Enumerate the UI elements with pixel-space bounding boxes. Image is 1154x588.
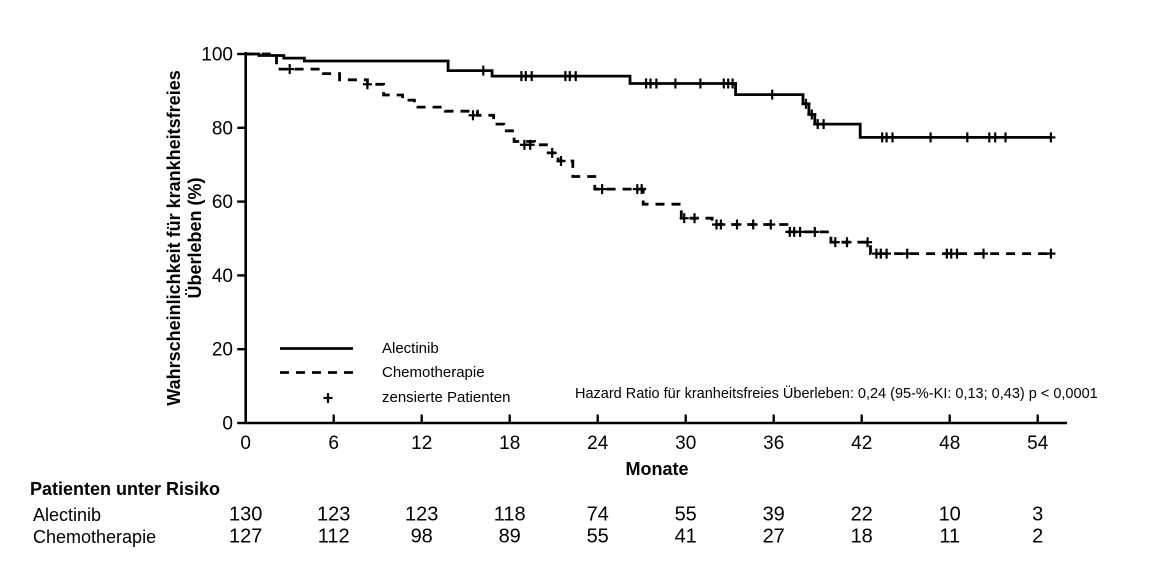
risk-row-label-alectinib: Alectinib: [33, 505, 102, 525]
x-tick-label: 48: [939, 433, 960, 454]
risk-count-chemotherapie: 11: [939, 526, 960, 548]
risk-count-chemotherapie: 41: [675, 526, 697, 548]
y-tick-label: 60: [212, 192, 233, 213]
risk-count-chemotherapie: 98: [411, 526, 433, 548]
risk-count-alectinib: 3: [1032, 504, 1043, 526]
risk-count-chemotherapie: 27: [763, 526, 785, 548]
x-tick-label: 42: [851, 433, 872, 454]
axes: [244, 52, 1068, 425]
risk-count-alectinib: 39: [763, 504, 785, 526]
risk-count-chemotherapie: 55: [587, 526, 609, 548]
x-axis-label: Monate: [625, 459, 689, 479]
y-axis-label-line1: Wahrscheinlichkeit für krankheitsfreies: [164, 70, 184, 406]
risk-row-label-chemotherapie: Chemotherapie: [33, 527, 157, 547]
risk-count-alectinib: 22: [851, 504, 873, 526]
x-tick-label: 30: [675, 433, 696, 454]
y-tick-label: 80: [212, 118, 233, 139]
risk-count-alectinib: 130: [229, 504, 262, 526]
risk-count-alectinib: 123: [405, 504, 438, 526]
x-tick-label: 6: [328, 433, 339, 454]
risk-count-alectinib: 10: [939, 504, 961, 526]
x-tick-label: 12: [411, 433, 432, 454]
alectinib-curve: [245, 52, 1051, 139]
risk-count-alectinib: 123: [317, 504, 350, 526]
risk-count-chemotherapie: 127: [229, 526, 262, 548]
risk-count-alectinib: 74: [587, 504, 609, 526]
y-tick-label: 40: [212, 266, 233, 287]
y-tick-label: 100: [201, 45, 233, 66]
risk-count-chemotherapie: 89: [499, 526, 521, 548]
risk-count-chemotherapie: 2: [1032, 526, 1043, 548]
x-tick-label: 36: [763, 433, 784, 454]
x-tick-label: 54: [1027, 433, 1049, 454]
risk-count-alectinib: 118: [494, 504, 526, 526]
hazard-ratio-annotation: Hazard Ratio für kranheitsfreies Überleb…: [575, 386, 1098, 402]
y-axis-label-line2: Überleben (%): [185, 177, 205, 299]
y-tick-label: 0: [222, 414, 233, 435]
risk-count-chemotherapie: 112: [318, 526, 350, 548]
x-tick-label: 24: [587, 433, 609, 454]
x-tick-label: 18: [499, 433, 520, 454]
y-tick-label: 20: [212, 340, 233, 361]
legend-label-chemotherapie: Chemotherapie: [382, 364, 485, 381]
risk-table-title: Patienten unter Risiko: [30, 479, 221, 499]
risk-count-chemotherapie: 18: [851, 526, 873, 548]
legend-label-censored: zensierte Patienten: [382, 389, 511, 406]
y-axis-label: Wahrscheinlichkeit für krankheitsfreies …: [164, 48, 208, 428]
risk-count-alectinib: 55: [675, 504, 697, 526]
legend-label-alectinib: Alectinib: [382, 340, 439, 357]
x-tick-label: 0: [240, 433, 251, 454]
